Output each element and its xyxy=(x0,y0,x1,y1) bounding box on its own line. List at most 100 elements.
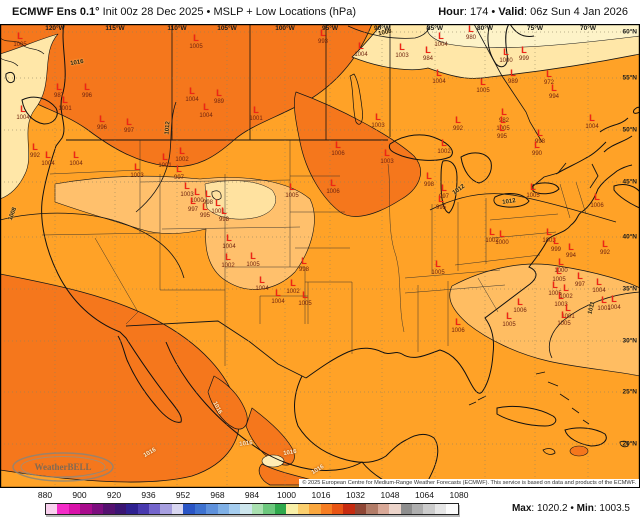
field-pale-gsl xyxy=(204,180,276,220)
legend-color-cell xyxy=(446,504,458,514)
low-pressure-marker: L 1002 xyxy=(221,252,234,268)
low-symbol: L xyxy=(589,112,595,123)
legend-tick: 900 xyxy=(72,490,87,500)
low-symbol: L xyxy=(435,258,441,269)
coast-hispaniola xyxy=(564,427,607,447)
contour-label: 1008 xyxy=(7,206,19,222)
low-pressure-value: 993 xyxy=(317,38,329,45)
low-pressure-value: 984 xyxy=(422,55,434,62)
low-pressure-value: 1003 xyxy=(371,122,385,129)
low-pressure-value: 1002 xyxy=(286,288,300,295)
low-pressure-marker: L 1000 xyxy=(554,257,568,274)
contour-label: 1012 xyxy=(164,121,172,135)
low-pressure-marker: L 1004 xyxy=(585,112,598,130)
low-symbol: L xyxy=(556,265,562,276)
low-symbol: L xyxy=(358,40,364,51)
low-pressure-value: 1002 xyxy=(437,148,451,155)
low-symbol: L xyxy=(546,68,552,79)
low-symbol: L xyxy=(558,290,564,301)
bahamas-keys xyxy=(468,371,590,425)
low-pressure-marker: L 1003 xyxy=(371,112,385,129)
low-symbol: L xyxy=(551,82,557,93)
low-pressure-marker: L 1004 xyxy=(607,294,620,311)
low-symbol: L xyxy=(176,163,182,174)
low-symbol: L xyxy=(499,122,505,133)
low-pressure-value: 1004 xyxy=(354,51,368,58)
low-pressure-marker: L 1002 xyxy=(559,283,572,300)
low-pressure-marker: L 1001 xyxy=(211,197,224,215)
low-pressure-marker: L 1005 xyxy=(246,251,260,268)
low-pressure-value: 972 xyxy=(543,79,555,86)
low-pressure-marker: L 1004 xyxy=(432,68,445,85)
legend-tick: 968 xyxy=(210,490,225,500)
low-symbol: L xyxy=(215,197,221,208)
low-symbol: L xyxy=(553,235,559,246)
coast-haida-gwaii xyxy=(5,71,15,84)
low-pressure-value: 1004 xyxy=(16,114,30,121)
longitude-label: 85°W xyxy=(427,25,443,32)
low-pressure-marker: L 1003 xyxy=(130,162,143,179)
low-symbol: L xyxy=(384,147,390,158)
low-pressure-value: 998 xyxy=(218,216,230,223)
low-symbol: L xyxy=(455,114,461,125)
legend-color-cell xyxy=(183,504,195,514)
latitude-label: 25°N xyxy=(622,388,637,396)
low-pressure-value: 1004 xyxy=(199,112,213,119)
logo-text: WeatherBELL xyxy=(34,462,91,472)
low-pressure-marker: L 1001 xyxy=(561,303,574,320)
low-symbol: L xyxy=(20,103,26,114)
title-model: ECMWF Ens 0.1° xyxy=(12,6,100,18)
contour-label: 1016 xyxy=(282,448,298,458)
low-pressure-marker: L 1003 xyxy=(395,42,408,59)
lake-michigan xyxy=(440,160,458,214)
low-symbol: L xyxy=(193,32,199,43)
legend-color-cell xyxy=(251,504,264,514)
hour-label: Hour xyxy=(438,6,464,18)
low-pressure-marker: L 998 xyxy=(534,128,546,145)
low-pressure-value: 1003 xyxy=(554,301,568,308)
low-pressure-value: 997 xyxy=(438,193,450,200)
legend-color-cell xyxy=(240,504,252,514)
low-pressure-marker: L 1002 xyxy=(286,277,300,295)
low-pressure-value: 1006 xyxy=(513,307,527,314)
low-pressure-value: 995 xyxy=(435,204,447,211)
copyright-notice: © 2025 European Centre for Medium-Range … xyxy=(299,479,639,487)
legend-color-cell xyxy=(423,504,435,514)
low-pressure-value: 1000 xyxy=(554,267,568,274)
legend-tick: 1032 xyxy=(346,490,365,500)
legend-color-cell xyxy=(194,504,207,514)
legend-tick: 936 xyxy=(141,490,156,500)
hour-value: : 174 • xyxy=(463,6,499,18)
low-pressure-value: 1002 xyxy=(485,237,499,244)
low-symbol: L xyxy=(301,255,307,266)
low-symbol: L xyxy=(552,279,558,290)
field-light-se xyxy=(449,263,640,377)
low-pressure-value: 1001 xyxy=(58,105,72,112)
legend-tick: 1016 xyxy=(311,490,331,500)
map-canvas: L 1005 L 1005 L 987 L 1001 L 996 L 1004 L 1004 L 1004 L 9… xyxy=(0,24,640,488)
low-symbol: L xyxy=(438,30,444,41)
low-pressure-marker: L 1003 xyxy=(554,290,568,308)
james-bay xyxy=(487,24,535,68)
low-pressure-marker: L 1004 xyxy=(222,233,235,250)
low-pressure-value: 999 xyxy=(518,55,530,62)
low-symbol: L xyxy=(290,277,296,288)
contour-label: 1012 xyxy=(451,183,467,197)
low-pressure-value: 1004 xyxy=(592,287,606,294)
legend-tick: 1080 xyxy=(449,490,469,500)
low-pressure-value: 998 xyxy=(534,138,546,145)
low-pressure-marker: L 992 xyxy=(600,239,610,256)
longitude-label: 90°W xyxy=(374,25,390,32)
low-pressure-value: 1005 xyxy=(246,261,260,268)
low-pressure-value: 1005 xyxy=(476,87,490,94)
low-pressure-marker: L 996 xyxy=(97,114,107,131)
low-symbol: L xyxy=(126,116,132,127)
low-pressure-value: 1000 xyxy=(499,57,513,64)
legend-color-cell xyxy=(91,504,104,514)
low-pressure-marker: L 1005 xyxy=(431,258,444,276)
legend-color-cell xyxy=(263,504,275,514)
border-us-mexico xyxy=(125,320,307,379)
title-params: Init 00z 28 Dec 2025 • MSLP + Low Locati… xyxy=(99,6,357,18)
legend-color-cell xyxy=(297,504,310,514)
low-pressure-value: 1006 xyxy=(451,327,465,334)
